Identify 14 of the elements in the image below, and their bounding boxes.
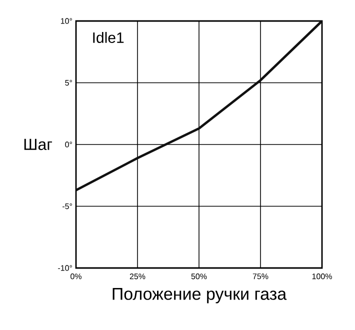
y-tick-label: 5° — [65, 80, 72, 86]
y-tick-label: -5° — [62, 203, 72, 210]
x-tick-label: 100% — [312, 274, 332, 280]
y-tick-label: -10° — [58, 265, 72, 271]
x-tick-label: 25% — [130, 274, 146, 280]
y-axis-title: Шаг — [24, 138, 52, 150]
x-tick-label: 75% — [252, 274, 268, 280]
x-tick-label: 0% — [70, 274, 82, 280]
y-tick-label: 10° — [60, 18, 72, 24]
x-tick-label: 50% — [191, 274, 207, 280]
annotation: Idle1 — [93, 32, 124, 43]
line-series — [76, 21, 322, 192]
y-tick-label: 0° — [65, 142, 72, 148]
x-axis-title: Положение ручки газа — [112, 288, 287, 304]
